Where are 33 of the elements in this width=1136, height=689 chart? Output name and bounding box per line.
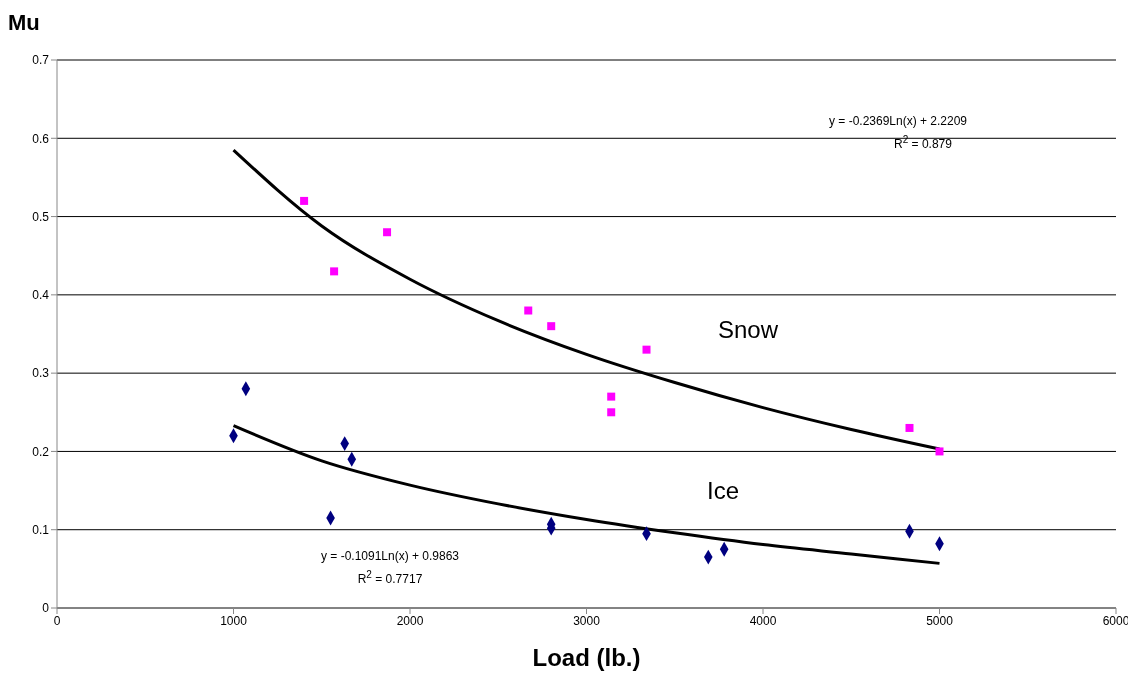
x-tick-label: 0 — [53, 613, 61, 628]
x-axis-title: Load (lb.) — [532, 644, 641, 671]
x-tick-label: 6000 — [1102, 613, 1130, 628]
point — [607, 408, 616, 417]
y-tick-label: 0.6 — [32, 131, 50, 146]
x-tick-label: 3000 — [573, 613, 601, 628]
annotation: Snow — [717, 316, 779, 344]
y-tick-label: 0.5 — [32, 209, 50, 224]
y-tick-label: 0.1 — [32, 522, 50, 537]
x-tick-label: 2000 — [396, 613, 424, 628]
y-tick-label: 0.2 — [32, 444, 50, 459]
annotation: Ice — [706, 477, 740, 505]
point — [905, 423, 914, 432]
point — [300, 196, 309, 205]
point — [642, 345, 651, 354]
x-tick-label: 5000 — [926, 613, 954, 628]
x-tick-label: 1000 — [220, 613, 248, 628]
y-tick-label: 0 — [42, 601, 50, 616]
annotation: y = -0.1091Ln(x) + 0.9863 — [320, 549, 460, 563]
point — [524, 306, 533, 315]
x-tick-label: 4000 — [749, 613, 777, 628]
y-axis-title: Mu — [8, 10, 40, 36]
point — [547, 322, 556, 331]
y-tick-label: 0.3 — [32, 366, 50, 381]
y-tick-label: 0.7 — [32, 53, 50, 68]
point — [935, 447, 944, 456]
annotation: y = -0.2369Ln(x) + 2.2209 — [828, 114, 968, 128]
annotation: R$^{2}$ = 0.879 — [894, 134, 952, 151]
point — [607, 392, 616, 401]
point — [383, 228, 392, 237]
point — [330, 267, 339, 276]
annotation: R$^{2}$ = 0.7717 — [357, 569, 423, 586]
y-tick-label: 0.4 — [32, 288, 50, 303]
